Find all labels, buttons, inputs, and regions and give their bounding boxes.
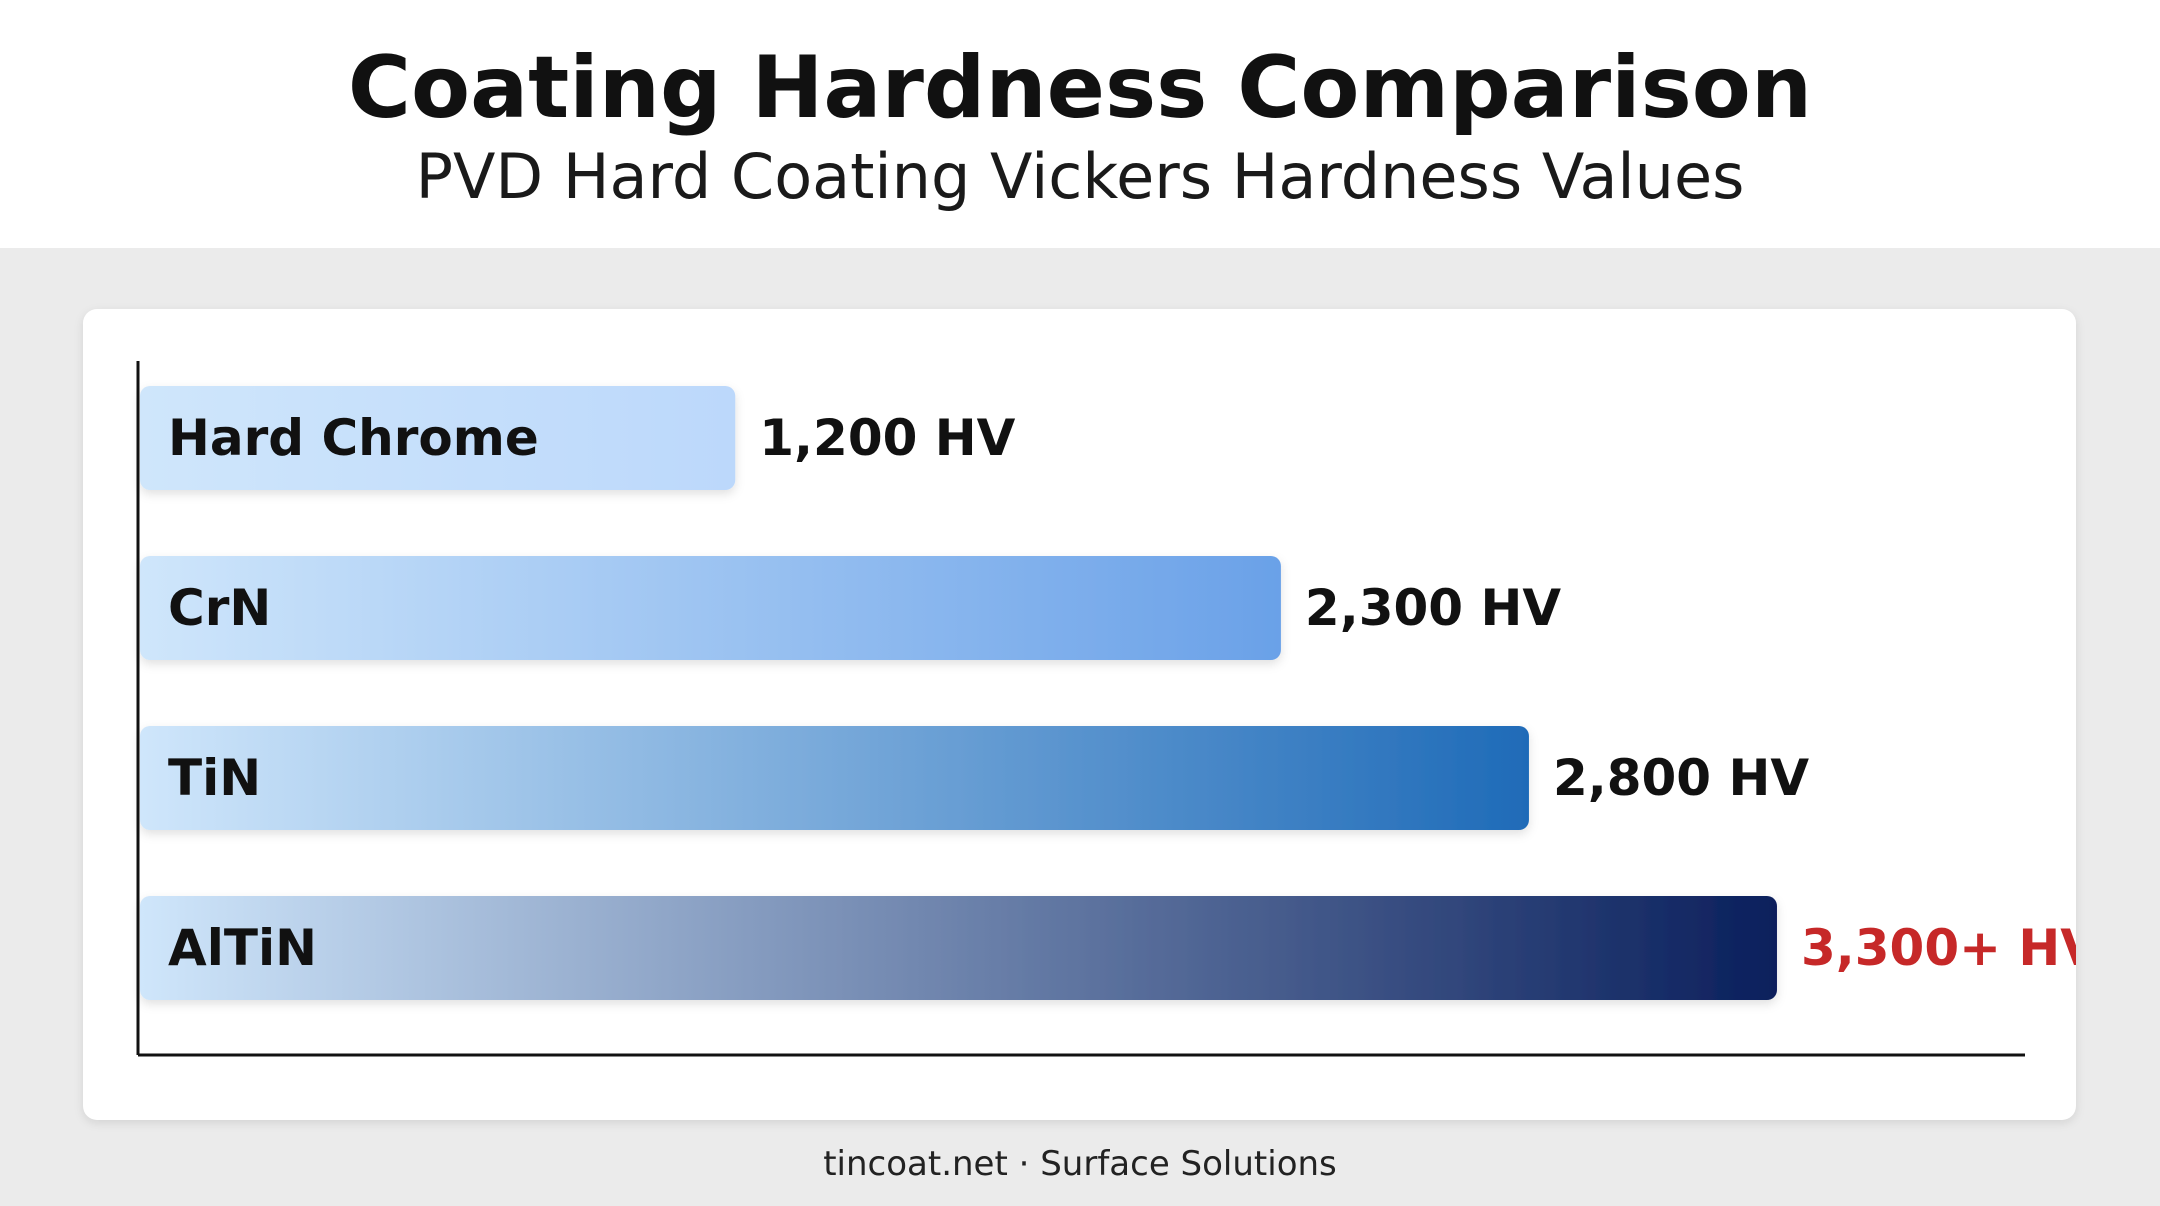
footer-credit: tincoat.net · Surface Solutions bbox=[823, 1144, 1337, 1184]
category-label: TiN bbox=[168, 749, 261, 807]
bar-altin bbox=[140, 896, 1777, 1000]
bar-hard-chrome bbox=[140, 386, 736, 490]
category-label: Hard Chrome bbox=[168, 409, 539, 467]
category-label: AlTiN bbox=[168, 919, 317, 977]
bar-chart: Hard Chrome 1,200 HV CrN 2,300 HV TiN 2,800 H… bbox=[136, 361, 2076, 1057]
value-label: 1,200 HV bbox=[759, 409, 1015, 467]
bar-crn bbox=[140, 556, 1281, 660]
value-label: 2,800 HV bbox=[1553, 749, 1809, 807]
category-label: CrN bbox=[168, 579, 271, 637]
chart-subtitle: PVD Hard Coating Vickers Hardness Values bbox=[415, 140, 1745, 213]
bar-tin bbox=[140, 726, 1529, 830]
value-label: 3,300+ HV bbox=[1801, 919, 2076, 977]
value-label: 2,300 HV bbox=[1305, 579, 1561, 637]
chart-title: Coating Hardness Comparison bbox=[347, 38, 1813, 138]
chart-card: Hard Chrome 1,200 HV CrN 2,300 HV TiN 2,800 H… bbox=[83, 309, 2076, 1120]
header: Coating Hardness Comparison PVD Hard Coa… bbox=[0, 0, 2160, 248]
